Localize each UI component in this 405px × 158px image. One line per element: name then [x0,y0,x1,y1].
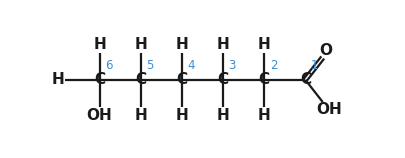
Text: C: C [94,72,105,87]
Text: H: H [258,37,271,52]
Text: H: H [93,37,106,52]
Text: H: H [134,37,147,52]
Text: C: C [300,72,311,87]
Text: H: H [175,37,188,52]
Text: 3: 3 [229,59,236,72]
Text: C: C [135,72,146,87]
Text: C: C [259,72,270,87]
Text: H: H [134,108,147,123]
Text: O: O [319,43,333,58]
Text: 2: 2 [270,59,277,72]
Text: OH: OH [316,102,342,117]
Text: OH: OH [87,108,112,123]
Text: H: H [258,108,271,123]
Text: 4: 4 [188,59,195,72]
Text: H: H [217,108,229,123]
Text: H: H [217,37,229,52]
Text: H: H [52,72,65,87]
Text: C: C [217,72,228,87]
Text: 1: 1 [311,59,318,72]
Text: 5: 5 [146,59,154,72]
Text: 6: 6 [105,59,113,72]
Text: H: H [175,108,188,123]
Text: C: C [176,72,188,87]
